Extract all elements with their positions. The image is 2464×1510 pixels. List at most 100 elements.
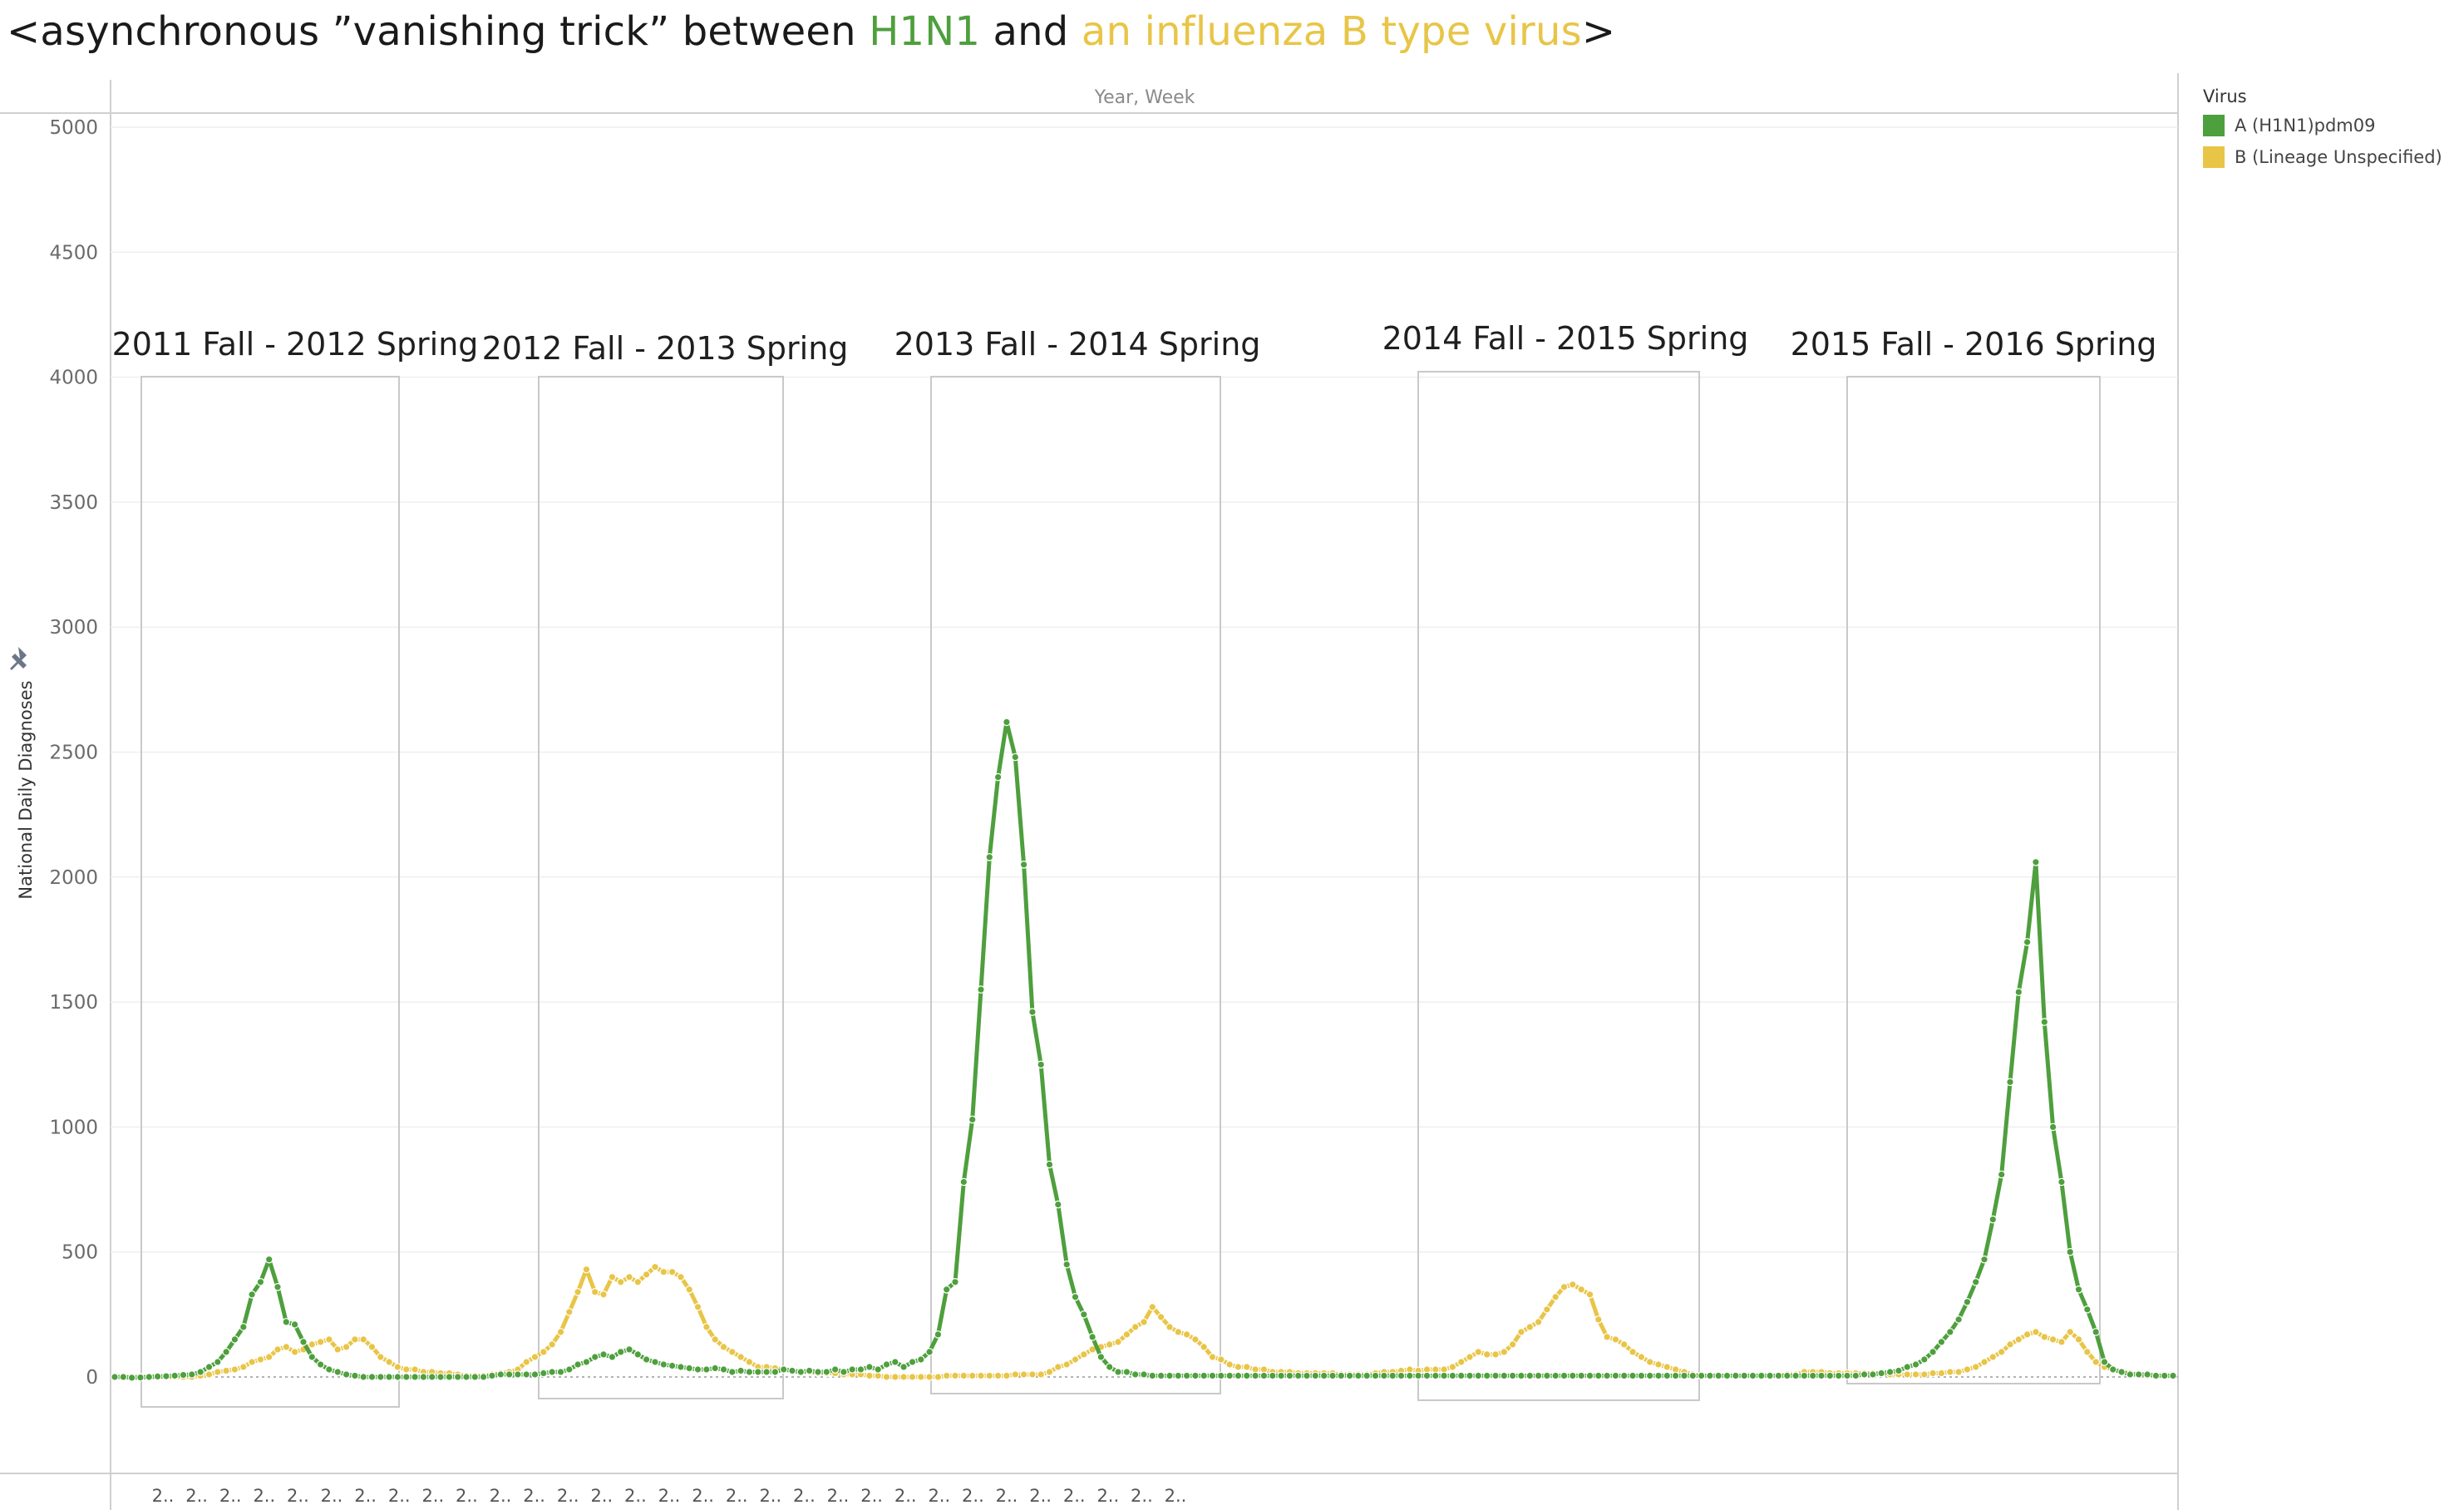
data-point-flub — [993, 1371, 1003, 1380]
data-point-flub — [1937, 1369, 1946, 1378]
data-point-flub — [2023, 1330, 2032, 1339]
data-point-h1n1 — [1860, 1370, 1869, 1379]
season-label: 2013 Fall - 2014 Spring — [894, 326, 1261, 363]
data-point-flub — [2074, 1335, 2083, 1344]
data-point-h1n1 — [1156, 1371, 1165, 1380]
data-point-h1n1 — [1714, 1371, 1722, 1380]
data-point-flub — [1191, 1335, 1200, 1344]
legend-item-flub[interactable]: B (Lineage Unspecified) — [2203, 146, 2442, 168]
data-point-flub — [1637, 1353, 1646, 1361]
data-point-flub — [1208, 1353, 1217, 1361]
data-point-flub — [891, 1373, 899, 1381]
season-box — [930, 376, 1221, 1394]
data-point-flub — [393, 1363, 402, 1371]
data-point-h1n1 — [1422, 1371, 1432, 1380]
data-point-h1n1 — [599, 1350, 608, 1359]
data-point-flub — [590, 1288, 599, 1296]
data-point-h1n1 — [248, 1290, 256, 1299]
data-point-h1n1 — [256, 1278, 265, 1286]
data-point-h1n1 — [2160, 1371, 2169, 1380]
data-point-flub — [1560, 1283, 1569, 1291]
data-point-flub — [213, 1368, 222, 1376]
data-point-flub — [1534, 1318, 1543, 1326]
x-tick-label: 2.. — [253, 1486, 275, 1506]
x-tick-label: 2.. — [658, 1486, 681, 1506]
data-point-h1n1 — [796, 1368, 806, 1376]
data-point-h1n1 — [2066, 1247, 2074, 1256]
data-point-h1n1 — [308, 1353, 317, 1361]
data-point-h1n1 — [959, 1177, 968, 1187]
data-point-h1n1 — [179, 1370, 188, 1379]
data-point-h1n1 — [1277, 1371, 1285, 1380]
y-tick-label: 1500 — [49, 992, 98, 1014]
data-point-flub — [1456, 1358, 1466, 1366]
data-point-h1n1 — [625, 1345, 633, 1354]
data-point-flub — [402, 1365, 411, 1374]
data-point-h1n1 — [1456, 1371, 1466, 1380]
data-point-h1n1 — [239, 1323, 248, 1331]
data-point-flub — [1003, 1371, 1011, 1380]
data-point-flub — [2048, 1335, 2057, 1344]
data-point-h1n1 — [1706, 1371, 1714, 1380]
data-point-h1n1 — [505, 1370, 514, 1379]
data-point-h1n1 — [2143, 1370, 2151, 1379]
x-tick-label: 2.. — [185, 1486, 208, 1506]
data-point-h1n1 — [1877, 1369, 1885, 1378]
data-point-h1n1 — [2006, 1078, 2014, 1087]
data-point-flub — [274, 1345, 282, 1354]
data-point-flub — [727, 1348, 737, 1356]
data-point-h1n1 — [1911, 1360, 1920, 1369]
data-point-h1n1 — [411, 1373, 419, 1381]
data-point-h1n1 — [771, 1368, 780, 1376]
data-point-flub — [865, 1371, 874, 1380]
data-point-h1n1 — [2083, 1305, 2092, 1314]
data-point-h1n1 — [1491, 1371, 1500, 1380]
data-point-h1n1 — [1585, 1371, 1594, 1380]
data-point-h1n1 — [1088, 1333, 1096, 1341]
data-point-h1n1 — [1740, 1371, 1748, 1380]
data-point-flub — [1543, 1305, 1551, 1314]
data-point-h1n1 — [522, 1370, 530, 1379]
data-point-flub — [1105, 1340, 1114, 1349]
x-tick-label: 2.. — [152, 1486, 175, 1506]
x-tick-label: 2.. — [1096, 1486, 1119, 1506]
data-point-h1n1 — [385, 1373, 393, 1381]
data-point-flub — [1243, 1363, 1251, 1371]
season-box — [1417, 371, 1700, 1401]
data-point-h1n1 — [993, 772, 1003, 782]
data-point-flub — [985, 1371, 994, 1380]
season-box — [1846, 376, 2101, 1384]
data-point-h1n1 — [1937, 1338, 1946, 1346]
data-point-h1n1 — [1269, 1371, 1277, 1380]
data-point-h1n1 — [1722, 1371, 1732, 1380]
data-point-h1n1 — [719, 1365, 728, 1374]
data-point-flub — [564, 1308, 574, 1316]
title-suffix: > — [1581, 8, 1616, 55]
data-point-flub — [1028, 1370, 1037, 1379]
x-tick-label: 2.. — [894, 1486, 917, 1506]
data-point-h1n1 — [290, 1320, 299, 1329]
data-point-h1n1 — [1903, 1363, 1911, 1371]
legend-item-h1n1[interactable]: A (H1N1)pdm09 — [2203, 115, 2442, 136]
data-point-h1n1 — [1826, 1371, 1835, 1380]
x-tick-label: 2.. — [321, 1486, 343, 1506]
data-point-flub — [282, 1343, 291, 1351]
data-point-flub — [1217, 1355, 1225, 1364]
data-point-h1n1 — [693, 1365, 702, 1374]
data-point-flub — [1131, 1323, 1140, 1331]
data-point-h1n1 — [530, 1370, 540, 1379]
data-point-flub — [385, 1358, 393, 1366]
data-point-h1n1 — [917, 1355, 925, 1364]
data-point-h1n1 — [702, 1365, 711, 1374]
data-point-h1n1 — [633, 1350, 643, 1359]
data-point-h1n1 — [1732, 1371, 1740, 1380]
data-point-h1n1 — [1062, 1260, 1071, 1269]
data-point-flub — [1611, 1335, 1620, 1344]
data-point-flub — [248, 1358, 256, 1366]
data-point-flub — [1980, 1358, 1988, 1366]
data-point-flub — [2083, 1348, 2092, 1356]
data-point-flub — [1448, 1363, 1457, 1371]
data-point-h1n1 — [282, 1318, 291, 1326]
data-point-h1n1 — [727, 1368, 737, 1376]
